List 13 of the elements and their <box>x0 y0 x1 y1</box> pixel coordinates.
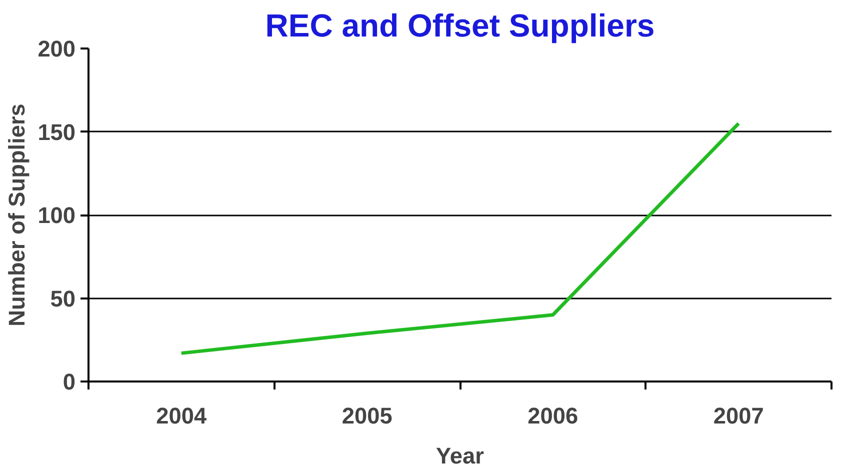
x-tick-label: 2007 <box>713 402 764 428</box>
x-tick-label: 2005 <box>342 402 392 428</box>
x-axis-title: Year <box>436 442 484 468</box>
x-tick-label: 2006 <box>528 402 578 428</box>
y-axis-title: Number of Suppliers <box>4 104 30 326</box>
y-tick-label: 150 <box>38 118 76 145</box>
y-tick-label: 100 <box>38 202 76 228</box>
line-series <box>180 122 740 355</box>
x-tick-label: 2004 <box>156 402 207 428</box>
y-tick-label: 0 <box>62 368 76 394</box>
chart-title: REC and Offset Suppliers <box>265 8 655 44</box>
y-tick-label: 200 <box>38 36 76 62</box>
y-tick-label: 50 <box>50 285 76 312</box>
